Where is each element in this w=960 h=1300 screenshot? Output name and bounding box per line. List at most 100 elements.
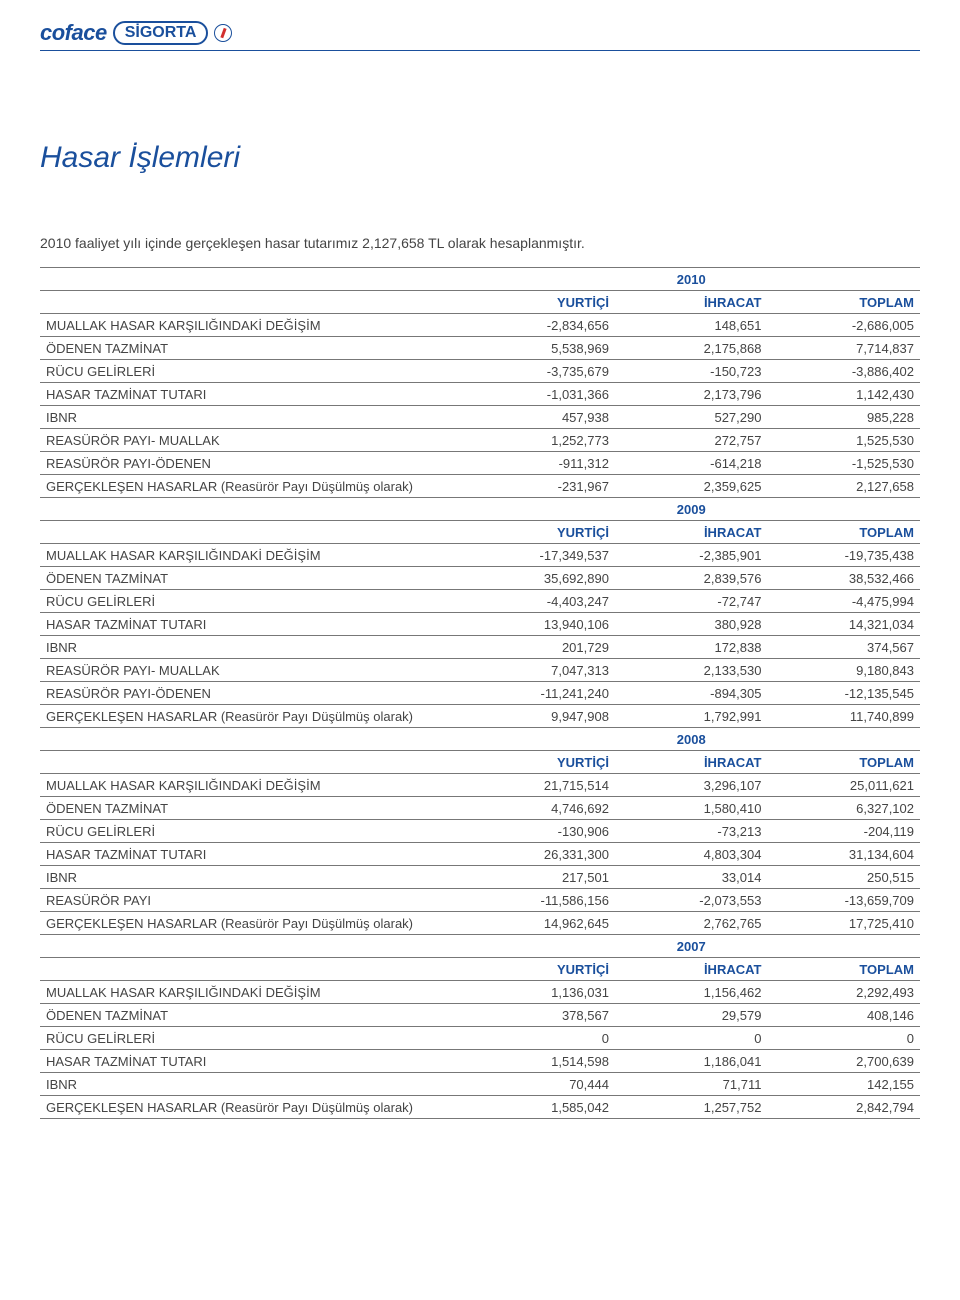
cell-value: 1,142,430 [767,383,920,406]
brand-coface: coface [40,20,107,46]
cell-value: 1,580,410 [615,797,768,820]
cell-value: -17,349,537 [462,544,615,567]
row-label: RÜCU GELİRLERİ [40,360,462,383]
row-label: GERÇEKLEŞEN HASARLAR (Reasürör Payı Düşü… [40,705,462,728]
row-label: IBNR [40,1073,462,1096]
table-row: REASÜRÖR PAYI-ÖDENEN-911,312-614,218-1,5… [40,452,920,475]
cell-value: -894,305 [615,682,768,705]
column-header: İHRACAT [615,521,768,544]
year-row: 2007 [40,935,920,958]
cell-value: 2,762,765 [615,912,768,935]
cell-value: 1,252,773 [462,429,615,452]
row-label: MUALLAK HASAR KARŞILIĞINDAKİ DEĞİŞİM [40,774,462,797]
cell-value: -2,834,656 [462,314,615,337]
cell-value: 380,928 [615,613,768,636]
row-label: IBNR [40,866,462,889]
row-label: MUALLAK HASAR KARŞILIĞINDAKİ DEĞİŞİM [40,981,462,1004]
cell-value: 1,525,530 [767,429,920,452]
cell-value: -231,967 [462,475,615,498]
cell-value: 172,838 [615,636,768,659]
table-row: IBNR201,729172,838374,567 [40,636,920,659]
page-title: Hasar İşlemleri [40,141,920,175]
cell-value: -13,659,709 [767,889,920,912]
column-header: YURTİÇİ [462,751,615,774]
cell-value: 7,714,837 [767,337,920,360]
column-header-row: YURTİÇİİHRACATTOPLAM [40,521,920,544]
cell-value: 2,839,576 [615,567,768,590]
cell-value: 7,047,313 [462,659,615,682]
cell-value: 2,700,639 [767,1050,920,1073]
table-row: GERÇEKLEŞEN HASARLAR (Reasürör Payı Düşü… [40,1096,920,1119]
table-row: ÖDENEN TAZMİNAT378,56729,579408,146 [40,1004,920,1027]
row-label: REASÜRÖR PAYI- MUALLAK [40,659,462,682]
cell-value: 2,173,796 [615,383,768,406]
cell-value: 2,175,868 [615,337,768,360]
cell-value: 1,136,031 [462,981,615,1004]
row-label: HASAR TAZMİNAT TUTARI [40,613,462,636]
cell-value: 2,292,493 [767,981,920,1004]
cell-value: 250,515 [767,866,920,889]
column-header: İHRACAT [615,958,768,981]
column-header: TOPLAM [767,751,920,774]
cell-value: -73,213 [615,820,768,843]
column-header: YURTİÇİ [462,958,615,981]
brand-logo: coface SİGORTA [40,20,920,46]
cell-value: -150,723 [615,360,768,383]
cell-value: 2,127,658 [767,475,920,498]
cell-value: 11,740,899 [767,705,920,728]
cell-value: -4,475,994 [767,590,920,613]
cell-value: -3,735,679 [462,360,615,383]
cell-value: 3,296,107 [615,774,768,797]
row-label: HASAR TAZMİNAT TUTARI [40,383,462,406]
cell-value: 5,538,969 [462,337,615,360]
cell-value: 38,532,466 [767,567,920,590]
header-rule [40,50,920,51]
row-label: REASÜRÖR PAYI-ÖDENEN [40,682,462,705]
row-label: REASÜRÖR PAYI [40,889,462,912]
cell-value: 17,725,410 [767,912,920,935]
cell-value: -72,747 [615,590,768,613]
cell-value: -1,031,366 [462,383,615,406]
table-row: MUALLAK HASAR KARŞILIĞINDAKİ DEĞİŞİM-2,8… [40,314,920,337]
cell-value: 1,186,041 [615,1050,768,1073]
intro-text: 2010 faaliyet yılı içinde gerçekleşen ha… [40,235,920,251]
table-row: MUALLAK HASAR KARŞILIĞINDAKİ DEĞİŞİM1,13… [40,981,920,1004]
row-label: GERÇEKLEŞEN HASARLAR (Reasürör Payı Düşü… [40,912,462,935]
table-row: REASÜRÖR PAYI- MUALLAK1,252,773272,7571,… [40,429,920,452]
cell-value: 25,011,621 [767,774,920,797]
cell-value: -614,218 [615,452,768,475]
cell-value: 31,134,604 [767,843,920,866]
cell-value: 14,321,034 [767,613,920,636]
cell-value: -19,735,438 [767,544,920,567]
cell-value: 1,156,462 [615,981,768,1004]
table-row: HASAR TAZMİNAT TUTARI-1,031,3662,173,796… [40,383,920,406]
cell-value: 9,947,908 [462,705,615,728]
year-row: 2008 [40,728,920,751]
column-header: TOPLAM [767,291,920,314]
cell-value: -12,135,545 [767,682,920,705]
table-row: MUALLAK HASAR KARŞILIĞINDAKİ DEĞİŞİM21,7… [40,774,920,797]
cell-value: -911,312 [462,452,615,475]
cell-value: 21,715,514 [462,774,615,797]
cell-value: -4,403,247 [462,590,615,613]
table-row: RÜCU GELİRLERİ-130,906-73,213-204,119 [40,820,920,843]
cell-value: 1,514,598 [462,1050,615,1073]
table-row: ÖDENEN TAZMİNAT35,692,8902,839,57638,532… [40,567,920,590]
column-header: YURTİÇİ [462,521,615,544]
cell-value: 33,014 [615,866,768,889]
cell-value: -2,073,553 [615,889,768,912]
cell-value: 4,803,304 [615,843,768,866]
cell-value: 217,501 [462,866,615,889]
table-row: ÖDENEN TAZMİNAT5,538,9692,175,8687,714,8… [40,337,920,360]
cell-value: 272,757 [615,429,768,452]
row-label: REASÜRÖR PAYI-ÖDENEN [40,452,462,475]
table-row: HASAR TAZMİNAT TUTARI13,940,106380,92814… [40,613,920,636]
row-label: RÜCU GELİRLERİ [40,820,462,843]
table-row: REASÜRÖR PAYI-11,586,156-2,073,553-13,65… [40,889,920,912]
table-row: IBNR217,50133,014250,515 [40,866,920,889]
cell-value: 35,692,890 [462,567,615,590]
cell-value: 527,290 [615,406,768,429]
table-row: REASÜRÖR PAYI-ÖDENEN-11,241,240-894,305-… [40,682,920,705]
table-row: HASAR TAZMİNAT TUTARI1,514,5981,186,0412… [40,1050,920,1073]
cell-value: 1,792,991 [615,705,768,728]
